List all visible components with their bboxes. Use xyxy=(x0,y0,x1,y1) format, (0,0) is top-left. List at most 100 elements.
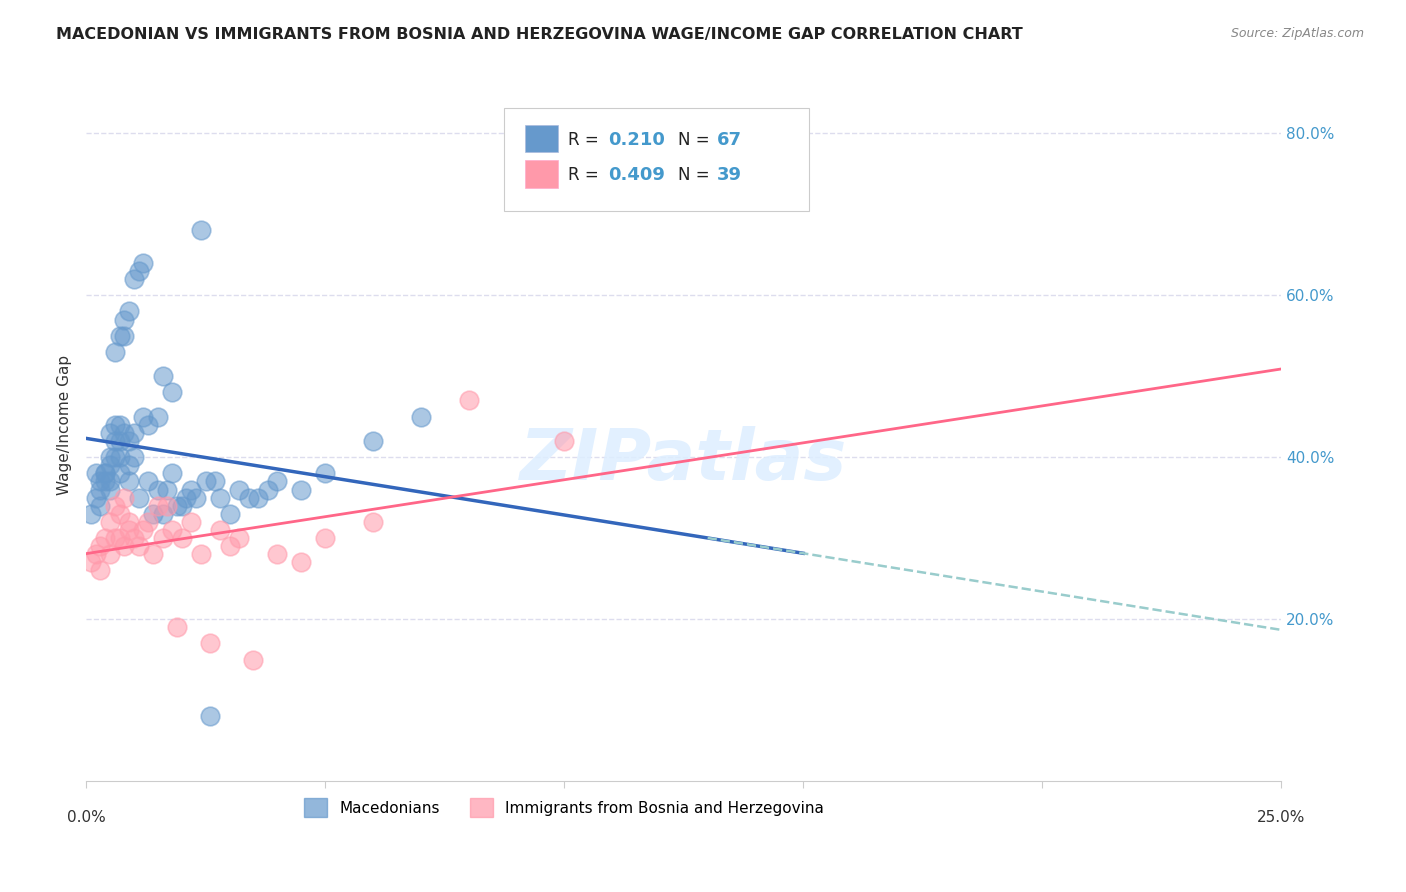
Point xyxy=(84,547,107,561)
Point xyxy=(118,304,141,318)
Point xyxy=(118,515,141,529)
Text: 0.210: 0.210 xyxy=(609,131,665,149)
Y-axis label: Wage/Income Gap: Wage/Income Gap xyxy=(58,355,72,495)
Point xyxy=(104,345,127,359)
FancyBboxPatch shape xyxy=(505,108,810,211)
Point xyxy=(98,547,121,561)
Point xyxy=(98,450,121,464)
Point xyxy=(98,475,121,489)
Point xyxy=(184,491,207,505)
Point xyxy=(104,499,127,513)
Point xyxy=(89,564,111,578)
Bar xyxy=(524,161,558,187)
Point xyxy=(314,531,336,545)
Point xyxy=(208,491,231,505)
Text: 67: 67 xyxy=(717,131,742,149)
Point xyxy=(190,547,212,561)
Point xyxy=(266,547,288,561)
Point xyxy=(122,272,145,286)
Point xyxy=(108,507,131,521)
Point xyxy=(152,369,174,384)
Point xyxy=(136,417,159,432)
Point xyxy=(218,507,240,521)
Point xyxy=(108,450,131,464)
Text: R =: R = xyxy=(568,167,603,185)
Point xyxy=(108,434,131,448)
Point xyxy=(104,531,127,545)
Point xyxy=(290,483,312,497)
Point xyxy=(112,425,135,440)
Point xyxy=(122,425,145,440)
Point xyxy=(136,475,159,489)
Point xyxy=(457,393,479,408)
Point xyxy=(128,491,150,505)
Point xyxy=(256,483,278,497)
Point xyxy=(152,507,174,521)
Point xyxy=(89,499,111,513)
Point xyxy=(122,531,145,545)
Point xyxy=(84,491,107,505)
Point xyxy=(156,499,179,513)
Point xyxy=(89,483,111,497)
Point xyxy=(112,539,135,553)
Point xyxy=(361,434,384,448)
Point xyxy=(132,523,155,537)
Point xyxy=(247,491,270,505)
Text: 0.409: 0.409 xyxy=(609,167,665,185)
Point xyxy=(190,223,212,237)
Point xyxy=(553,434,575,448)
Text: MACEDONIAN VS IMMIGRANTS FROM BOSNIA AND HERZEGOVINA WAGE/INCOME GAP CORRELATION: MACEDONIAN VS IMMIGRANTS FROM BOSNIA AND… xyxy=(56,27,1024,42)
Point xyxy=(94,467,117,481)
Point xyxy=(89,539,111,553)
Point xyxy=(160,467,183,481)
Point xyxy=(170,499,193,513)
Point xyxy=(242,652,264,666)
Text: N =: N = xyxy=(678,167,714,185)
Point xyxy=(228,531,250,545)
Point xyxy=(94,467,117,481)
Bar xyxy=(524,125,558,152)
Point xyxy=(112,491,135,505)
Text: 39: 39 xyxy=(717,167,742,185)
Point xyxy=(200,636,222,650)
Point xyxy=(118,434,141,448)
Text: 25.0%: 25.0% xyxy=(1257,810,1306,824)
Point xyxy=(136,515,159,529)
Point xyxy=(80,507,103,521)
Point xyxy=(156,483,179,497)
Point xyxy=(208,523,231,537)
Point xyxy=(142,507,165,521)
Point xyxy=(132,409,155,424)
Text: Source: ZipAtlas.com: Source: ZipAtlas.com xyxy=(1230,27,1364,40)
Point xyxy=(238,491,260,505)
Point xyxy=(180,483,202,497)
Point xyxy=(146,483,169,497)
Point xyxy=(314,467,336,481)
Point xyxy=(104,434,127,448)
Point xyxy=(132,256,155,270)
Point xyxy=(160,523,183,537)
Point xyxy=(361,515,384,529)
Point xyxy=(180,515,202,529)
Point xyxy=(152,531,174,545)
Point xyxy=(112,328,135,343)
Point xyxy=(290,555,312,569)
Point xyxy=(194,475,217,489)
Text: ZIPatlas: ZIPatlas xyxy=(520,425,848,495)
Point xyxy=(204,475,226,489)
Point xyxy=(146,499,169,513)
Point xyxy=(112,312,135,326)
Point xyxy=(128,539,150,553)
Point xyxy=(84,467,107,481)
Point xyxy=(266,475,288,489)
Point xyxy=(108,417,131,432)
Point xyxy=(118,523,141,537)
Point xyxy=(108,467,131,481)
Point xyxy=(118,458,141,473)
Point xyxy=(98,515,121,529)
Point xyxy=(122,450,145,464)
Point xyxy=(98,458,121,473)
Point xyxy=(128,264,150,278)
Text: N =: N = xyxy=(678,131,714,149)
Point xyxy=(80,555,103,569)
